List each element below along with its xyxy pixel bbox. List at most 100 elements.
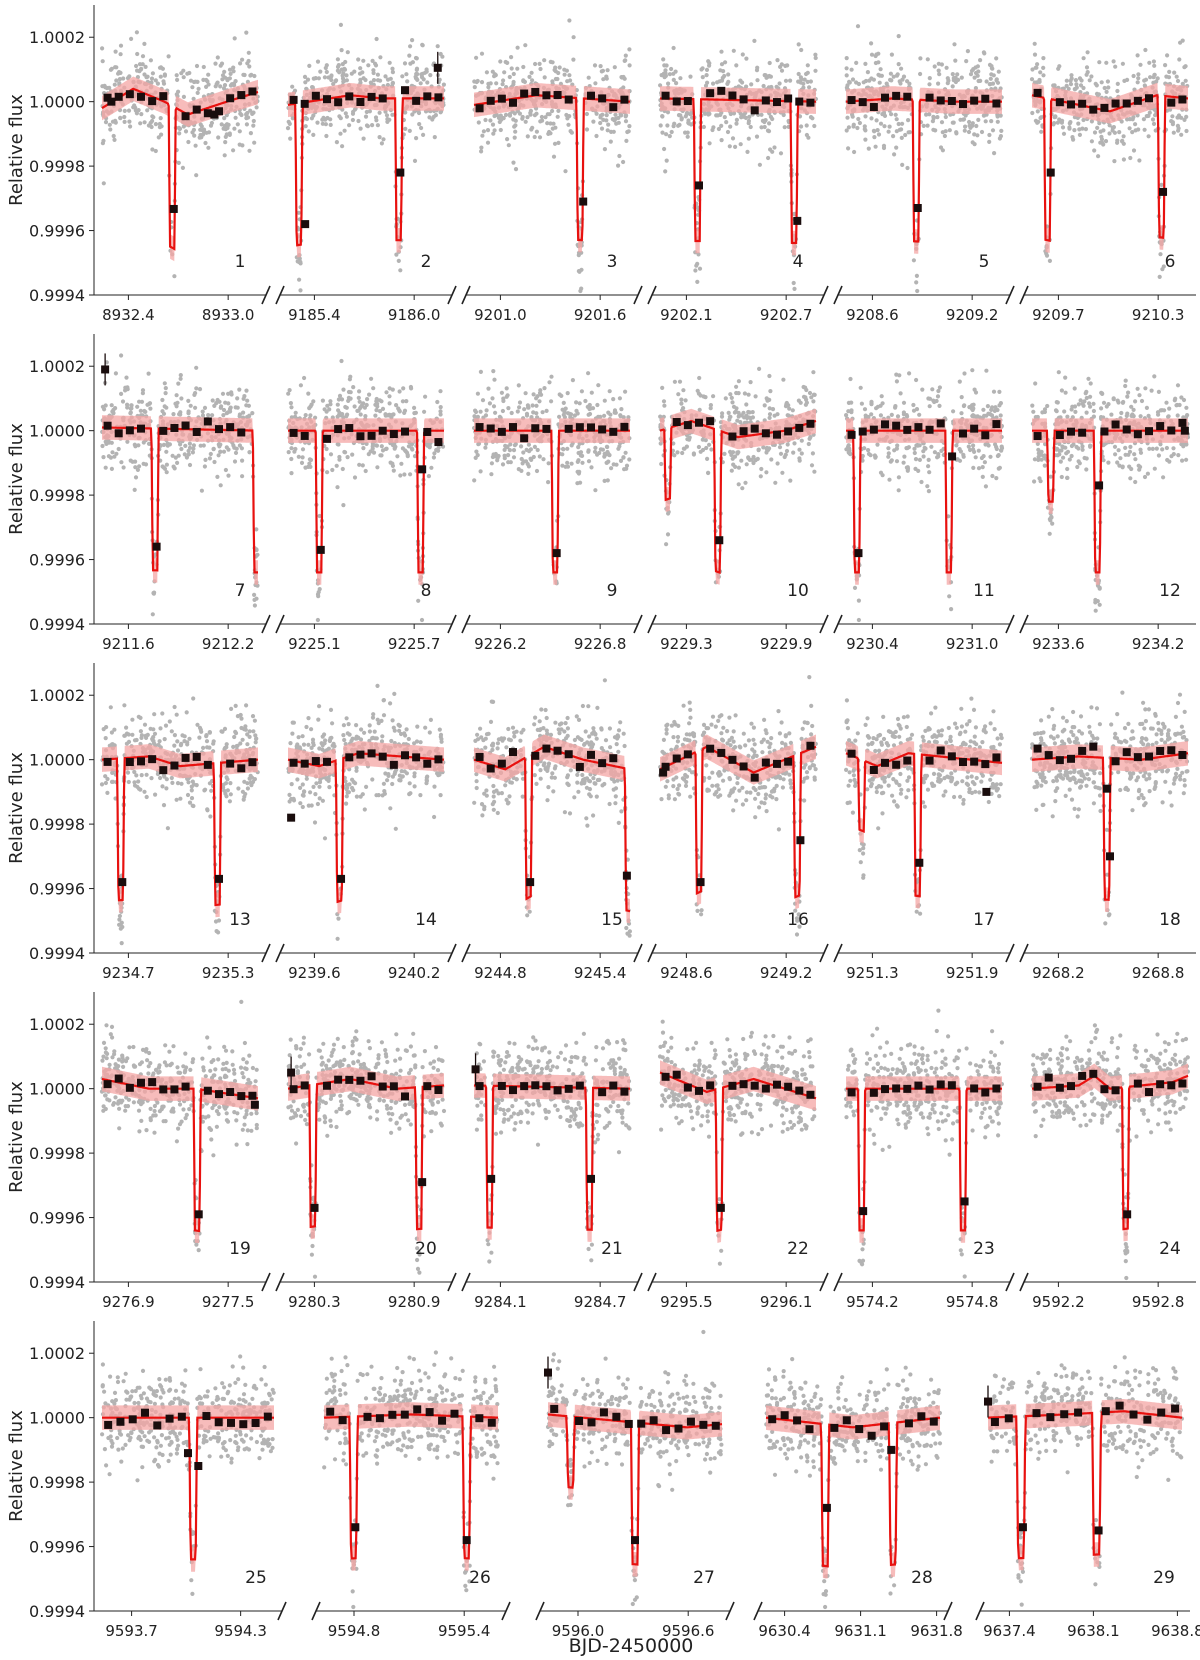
y-tick-label: 1.0002: [29, 28, 85, 47]
raw-point: [134, 63, 139, 69]
raw-point: [595, 402, 600, 408]
raw-point: [791, 280, 796, 286]
raw-point: [358, 66, 363, 71]
raw-point: [982, 51, 987, 56]
raw-point: [1131, 148, 1137, 153]
raw-point: [711, 394, 716, 399]
raw-point: [622, 467, 627, 472]
raw-point: [609, 466, 614, 471]
raw-point: [560, 446, 566, 452]
raw-point: [663, 71, 668, 76]
raw-point: [222, 69, 227, 74]
raw-point: [896, 488, 901, 493]
raw-point: [844, 73, 849, 78]
raw-point: [196, 86, 201, 91]
raw-point: [164, 462, 169, 467]
raw-point: [1087, 78, 1092, 83]
raw-point: [429, 465, 434, 470]
raw-point: [151, 591, 156, 596]
raw-point: [762, 119, 767, 125]
raw-point: [222, 83, 228, 88]
raw-point: [1184, 128, 1189, 134]
raw-point: [927, 396, 933, 401]
raw-point: [605, 449, 610, 455]
raw-point: [232, 126, 237, 131]
raw-point: [623, 119, 629, 124]
binned-point: [881, 420, 889, 429]
raw-point: [681, 388, 686, 393]
raw-point: [293, 414, 298, 419]
raw-point: [852, 149, 857, 155]
binned-point: [806, 419, 815, 428]
raw-point: [509, 66, 514, 71]
raw-point: [752, 38, 757, 44]
raw-point: [987, 132, 992, 138]
raw-point: [859, 401, 865, 406]
raw-point: [929, 444, 934, 449]
raw-point: [1029, 77, 1035, 82]
raw-point: [1060, 125, 1066, 130]
raw-point: [486, 81, 491, 86]
raw-point: [109, 66, 114, 71]
raw-point: [181, 94, 186, 99]
raw-point: [317, 587, 322, 592]
raw-point: [901, 400, 907, 405]
raw-point: [303, 413, 308, 418]
raw-point: [900, 77, 905, 82]
raw-point: [1095, 125, 1100, 130]
raw-point: [1097, 121, 1102, 126]
raw-point: [1142, 78, 1147, 83]
raw-point: [513, 167, 519, 172]
raw-point: [547, 380, 552, 385]
raw-point: [767, 412, 773, 417]
raw-point: [984, 79, 989, 84]
raw-point: [565, 116, 570, 121]
raw-point: [592, 63, 598, 68]
raw-point: [286, 391, 291, 396]
raw-point: [930, 119, 936, 124]
binned-point: [345, 92, 354, 101]
raw-point: [137, 62, 143, 67]
raw-point: [911, 402, 916, 408]
raw-point: [966, 129, 972, 135]
raw-point: [384, 446, 389, 451]
raw-point: [1035, 109, 1040, 114]
raw-point: [365, 397, 370, 402]
raw-point: [586, 75, 591, 80]
raw-point: [528, 110, 533, 116]
raw-point: [1077, 76, 1083, 81]
raw-point: [992, 408, 997, 413]
raw-point: [1137, 158, 1142, 163]
raw-point: [1099, 140, 1104, 145]
binned-point: [237, 428, 246, 437]
y-tick-label: 1.0000: [29, 93, 85, 112]
raw-point: [958, 449, 964, 454]
raw-point: [225, 78, 230, 83]
raw-point: [665, 123, 670, 128]
raw-point: [947, 594, 952, 599]
raw-point: [784, 448, 790, 454]
raw-point: [311, 399, 316, 404]
raw-point: [758, 474, 763, 479]
raw-point: [160, 409, 165, 414]
raw-point: [341, 503, 346, 508]
raw-point: [512, 135, 517, 140]
raw-point: [807, 85, 812, 90]
raw-point: [526, 442, 532, 447]
binned-point: [356, 97, 365, 106]
raw-point: [329, 74, 334, 79]
raw-point: [164, 449, 169, 454]
raw-point: [727, 417, 732, 422]
raw-point: [697, 266, 703, 271]
raw-point: [179, 71, 184, 76]
light-curve-panel: 9229.3 9229.910: [652, 366, 843, 653]
raw-point: [335, 485, 340, 490]
light-curve-panel: 9230.4 9231.011: [838, 368, 1029, 653]
raw-point: [1115, 88, 1120, 94]
raw-point: [158, 116, 163, 121]
raw-point: [118, 52, 123, 57]
raw-point: [402, 61, 408, 66]
raw-point: [926, 489, 932, 494]
raw-point: [1081, 85, 1086, 91]
raw-point: [863, 61, 868, 66]
